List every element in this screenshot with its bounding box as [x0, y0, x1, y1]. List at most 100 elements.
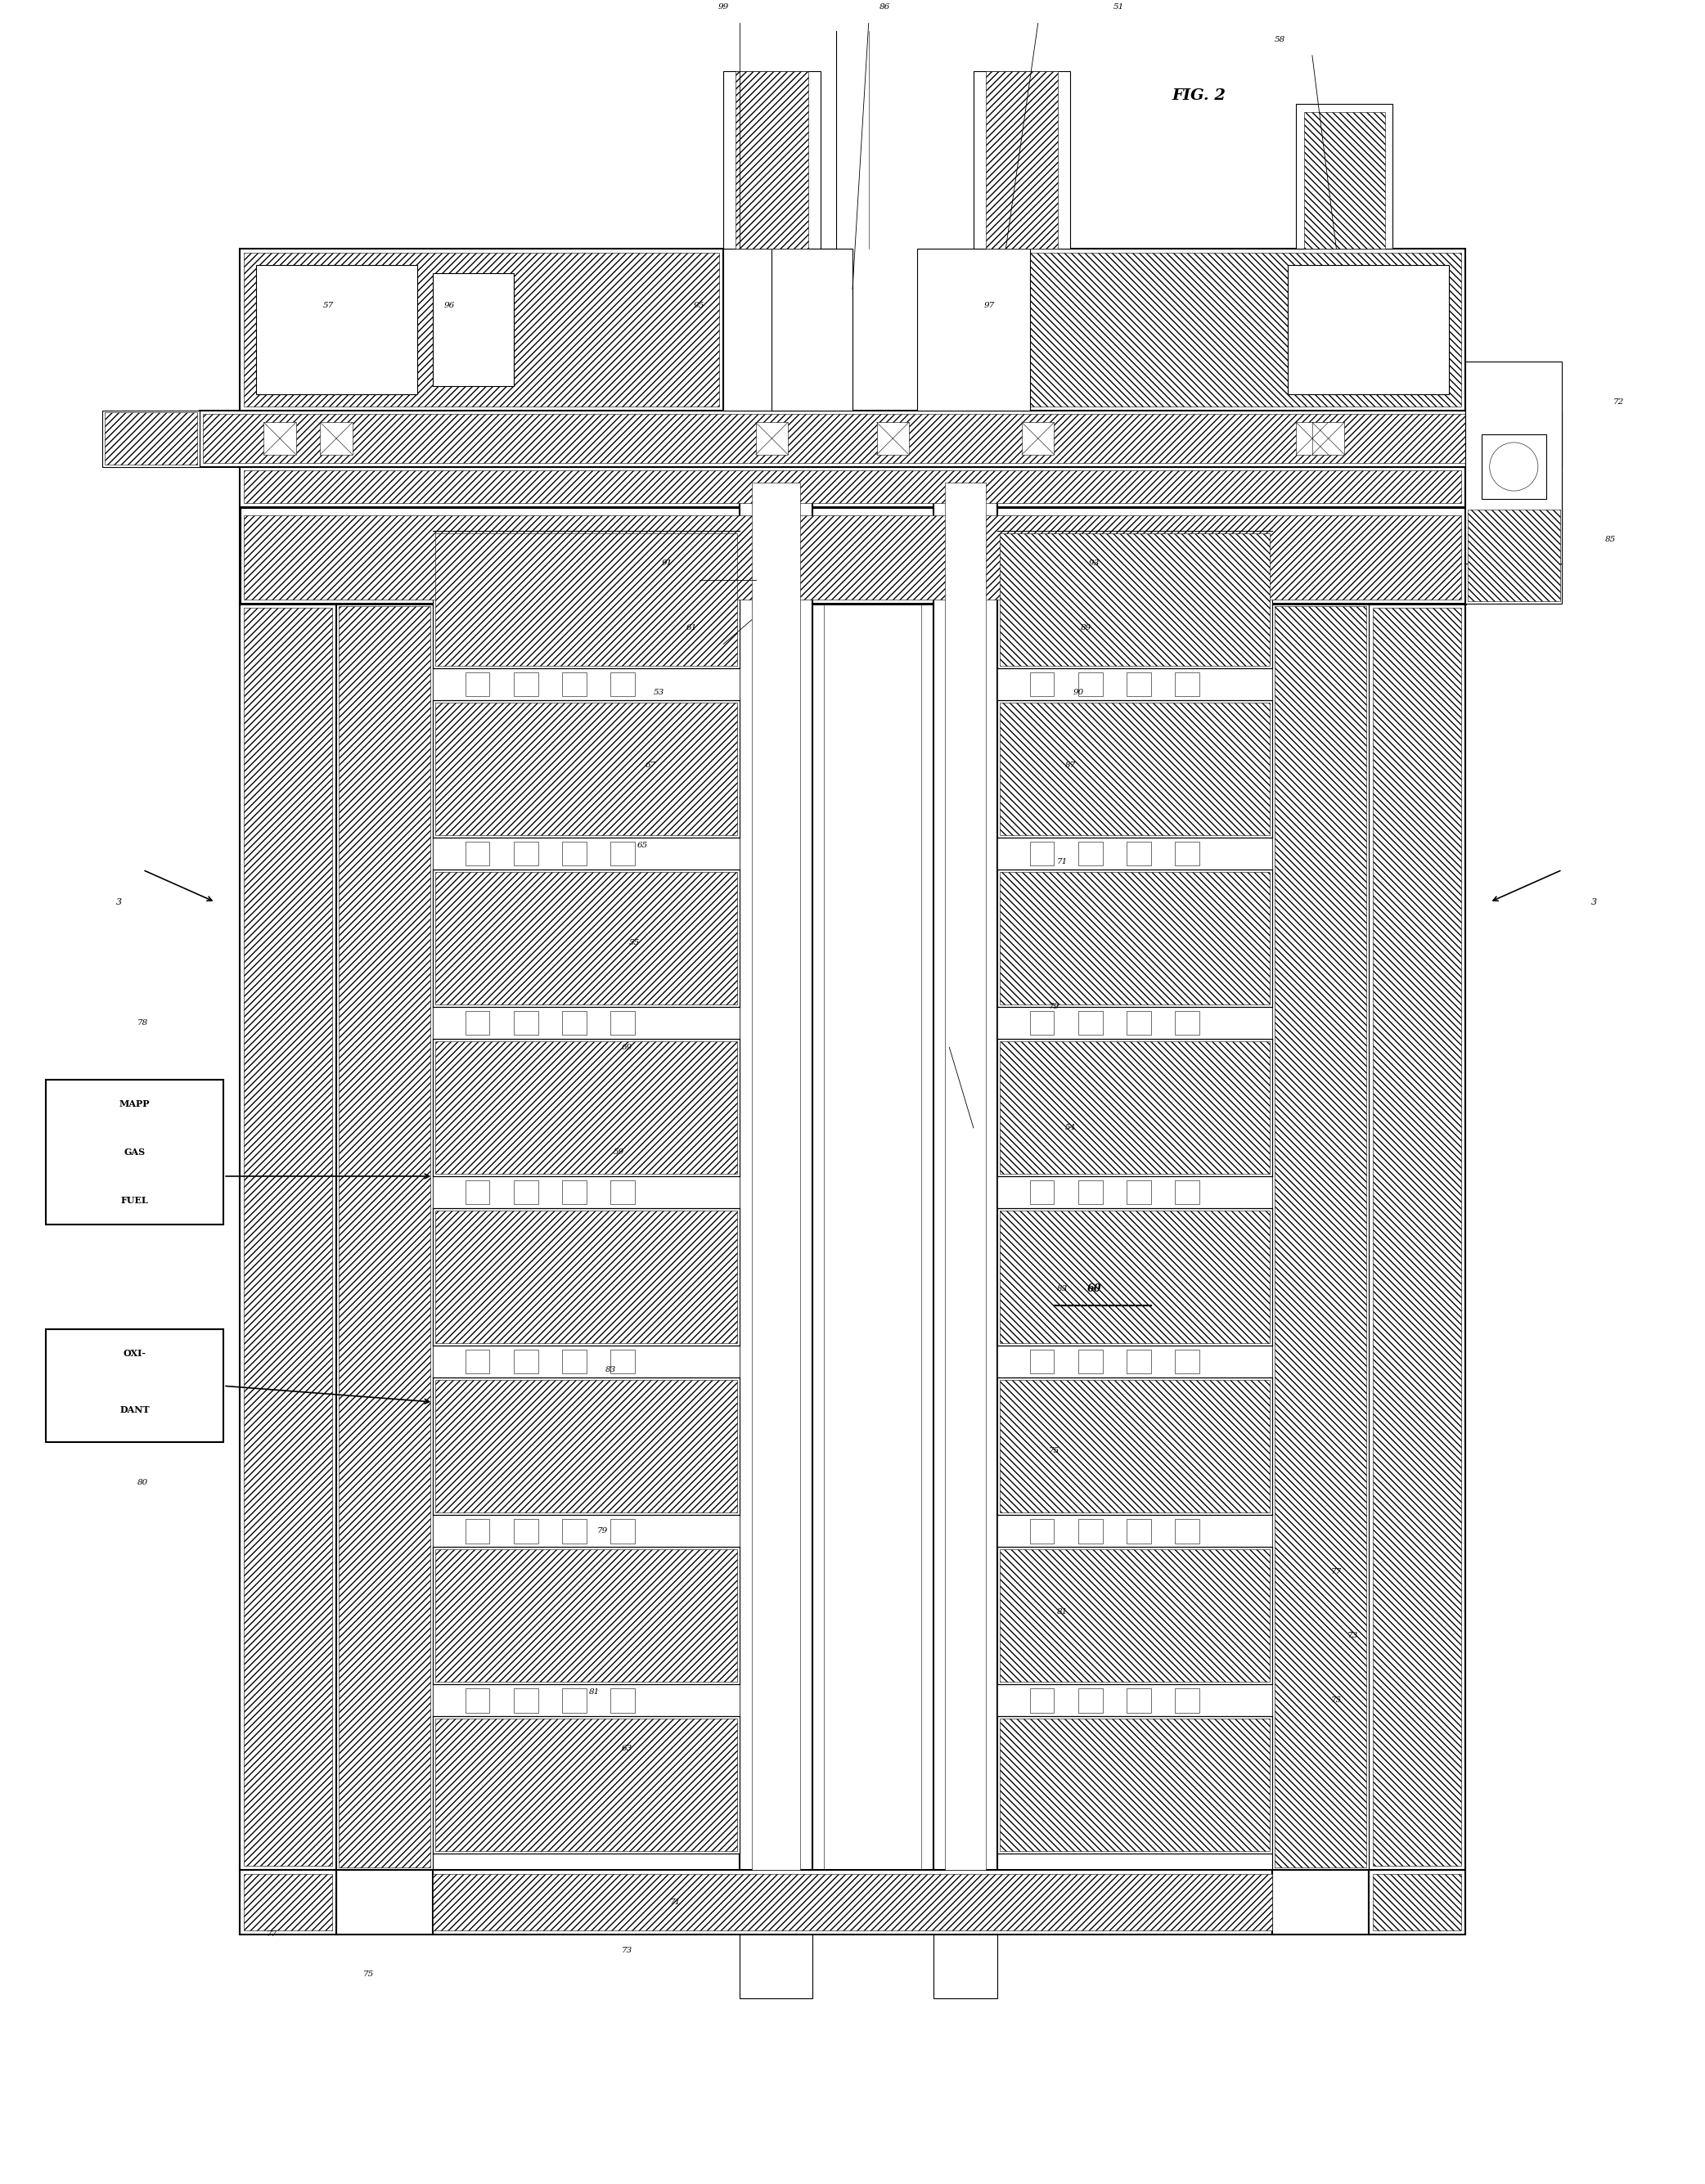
Bar	[1272, 1870, 1369, 1935]
Bar	[563, 1011, 587, 1035]
Bar	[203, 415, 1502, 463]
Text: 80: 80	[138, 1479, 148, 1487]
Bar	[1175, 673, 1199, 697]
Text: 51: 51	[1113, 4, 1124, 11]
Bar	[433, 869, 740, 1007]
Bar	[1465, 411, 1562, 531]
Text: 83: 83	[1057, 1286, 1067, 1293]
Bar	[997, 1208, 1272, 1345]
Bar	[1175, 1011, 1199, 1035]
Text: 69: 69	[621, 1044, 633, 1051]
Text: 81: 81	[1057, 1607, 1067, 1616]
Text: 79: 79	[1049, 1002, 1059, 1011]
Bar	[610, 1179, 634, 1203]
Bar	[240, 507, 1465, 603]
Bar	[997, 1040, 1272, 1177]
Text: 86: 86	[880, 4, 890, 11]
Text: 89: 89	[1081, 625, 1091, 631]
Bar	[513, 1518, 539, 1544]
Bar	[1373, 1874, 1461, 1931]
Bar	[1127, 1179, 1151, 1203]
Text: FIG. 2: FIG. 2	[1173, 87, 1226, 103]
Bar	[1304, 111, 1384, 249]
Text: 81: 81	[588, 1688, 600, 1697]
Bar	[1127, 1011, 1151, 1035]
Bar	[435, 1380, 737, 1514]
Bar	[610, 841, 634, 865]
Text: 3: 3	[116, 898, 121, 906]
Text: GAS: GAS	[124, 1147, 145, 1158]
Bar	[435, 1210, 737, 1343]
Bar	[985, 72, 1059, 249]
Bar	[435, 871, 737, 1005]
Bar	[997, 1684, 1272, 1717]
Bar	[563, 1179, 587, 1203]
Bar	[1465, 507, 1562, 603]
Bar	[1175, 841, 1199, 865]
Text: 61: 61	[685, 625, 697, 631]
Bar	[1296, 422, 1328, 454]
Bar	[1127, 1350, 1151, 1374]
Bar	[1001, 703, 1270, 834]
Text: 53: 53	[653, 688, 665, 697]
Bar	[1030, 1688, 1054, 1712]
Bar	[244, 472, 1461, 502]
Bar	[1296, 105, 1393, 249]
Bar	[563, 1688, 587, 1712]
Bar	[244, 515, 1461, 601]
Bar	[610, 1688, 634, 1712]
FancyBboxPatch shape	[46, 1330, 223, 1441]
Text: 3: 3	[1591, 898, 1598, 906]
Bar	[997, 1007, 1272, 1040]
Bar	[106, 413, 196, 465]
FancyBboxPatch shape	[46, 1079, 223, 1225]
Bar	[433, 1874, 1272, 1931]
Bar	[1001, 871, 1270, 1005]
Bar	[772, 249, 852, 411]
Bar	[1001, 1042, 1270, 1173]
Bar	[1465, 411, 1562, 467]
Bar	[336, 603, 433, 1870]
Bar	[1001, 533, 1270, 666]
Text: 83: 83	[605, 1365, 616, 1374]
Bar	[465, 1350, 489, 1374]
Bar	[244, 253, 720, 406]
Bar	[997, 1177, 1272, 1208]
Bar	[435, 1551, 737, 1682]
Bar	[256, 264, 418, 393]
Text: 97: 97	[984, 301, 996, 310]
Bar	[752, 483, 800, 1870]
Bar	[433, 1717, 740, 1854]
Text: 58: 58	[1275, 35, 1286, 44]
Bar	[1030, 1350, 1054, 1374]
Text: MAPP: MAPP	[119, 1099, 150, 1107]
Bar	[435, 533, 737, 666]
Bar	[1078, 1011, 1103, 1035]
Bar	[1313, 422, 1345, 454]
Bar	[435, 1042, 737, 1173]
Bar	[1021, 422, 1054, 454]
Text: 54: 54	[1066, 1125, 1076, 1131]
Bar	[1078, 1518, 1103, 1544]
Text: 55: 55	[629, 939, 639, 946]
Text: 90: 90	[1072, 688, 1084, 697]
Bar	[513, 1179, 539, 1203]
Bar	[1468, 509, 1560, 601]
Bar	[740, 1935, 812, 1998]
Bar	[465, 1011, 489, 1035]
Bar	[433, 1870, 1272, 1935]
Bar	[1030, 1011, 1054, 1035]
Bar	[1373, 607, 1461, 1865]
Bar	[1482, 435, 1546, 498]
Bar	[997, 1378, 1272, 1516]
Bar	[513, 1011, 539, 1035]
Bar	[321, 422, 353, 454]
Bar	[610, 1011, 634, 1035]
Bar	[1001, 1380, 1270, 1514]
Bar	[563, 841, 587, 865]
Bar	[974, 72, 1071, 249]
Bar	[933, 483, 997, 1870]
Text: FUEL: FUEL	[121, 1197, 148, 1206]
Bar	[1369, 1870, 1465, 1935]
Bar	[563, 1518, 587, 1544]
